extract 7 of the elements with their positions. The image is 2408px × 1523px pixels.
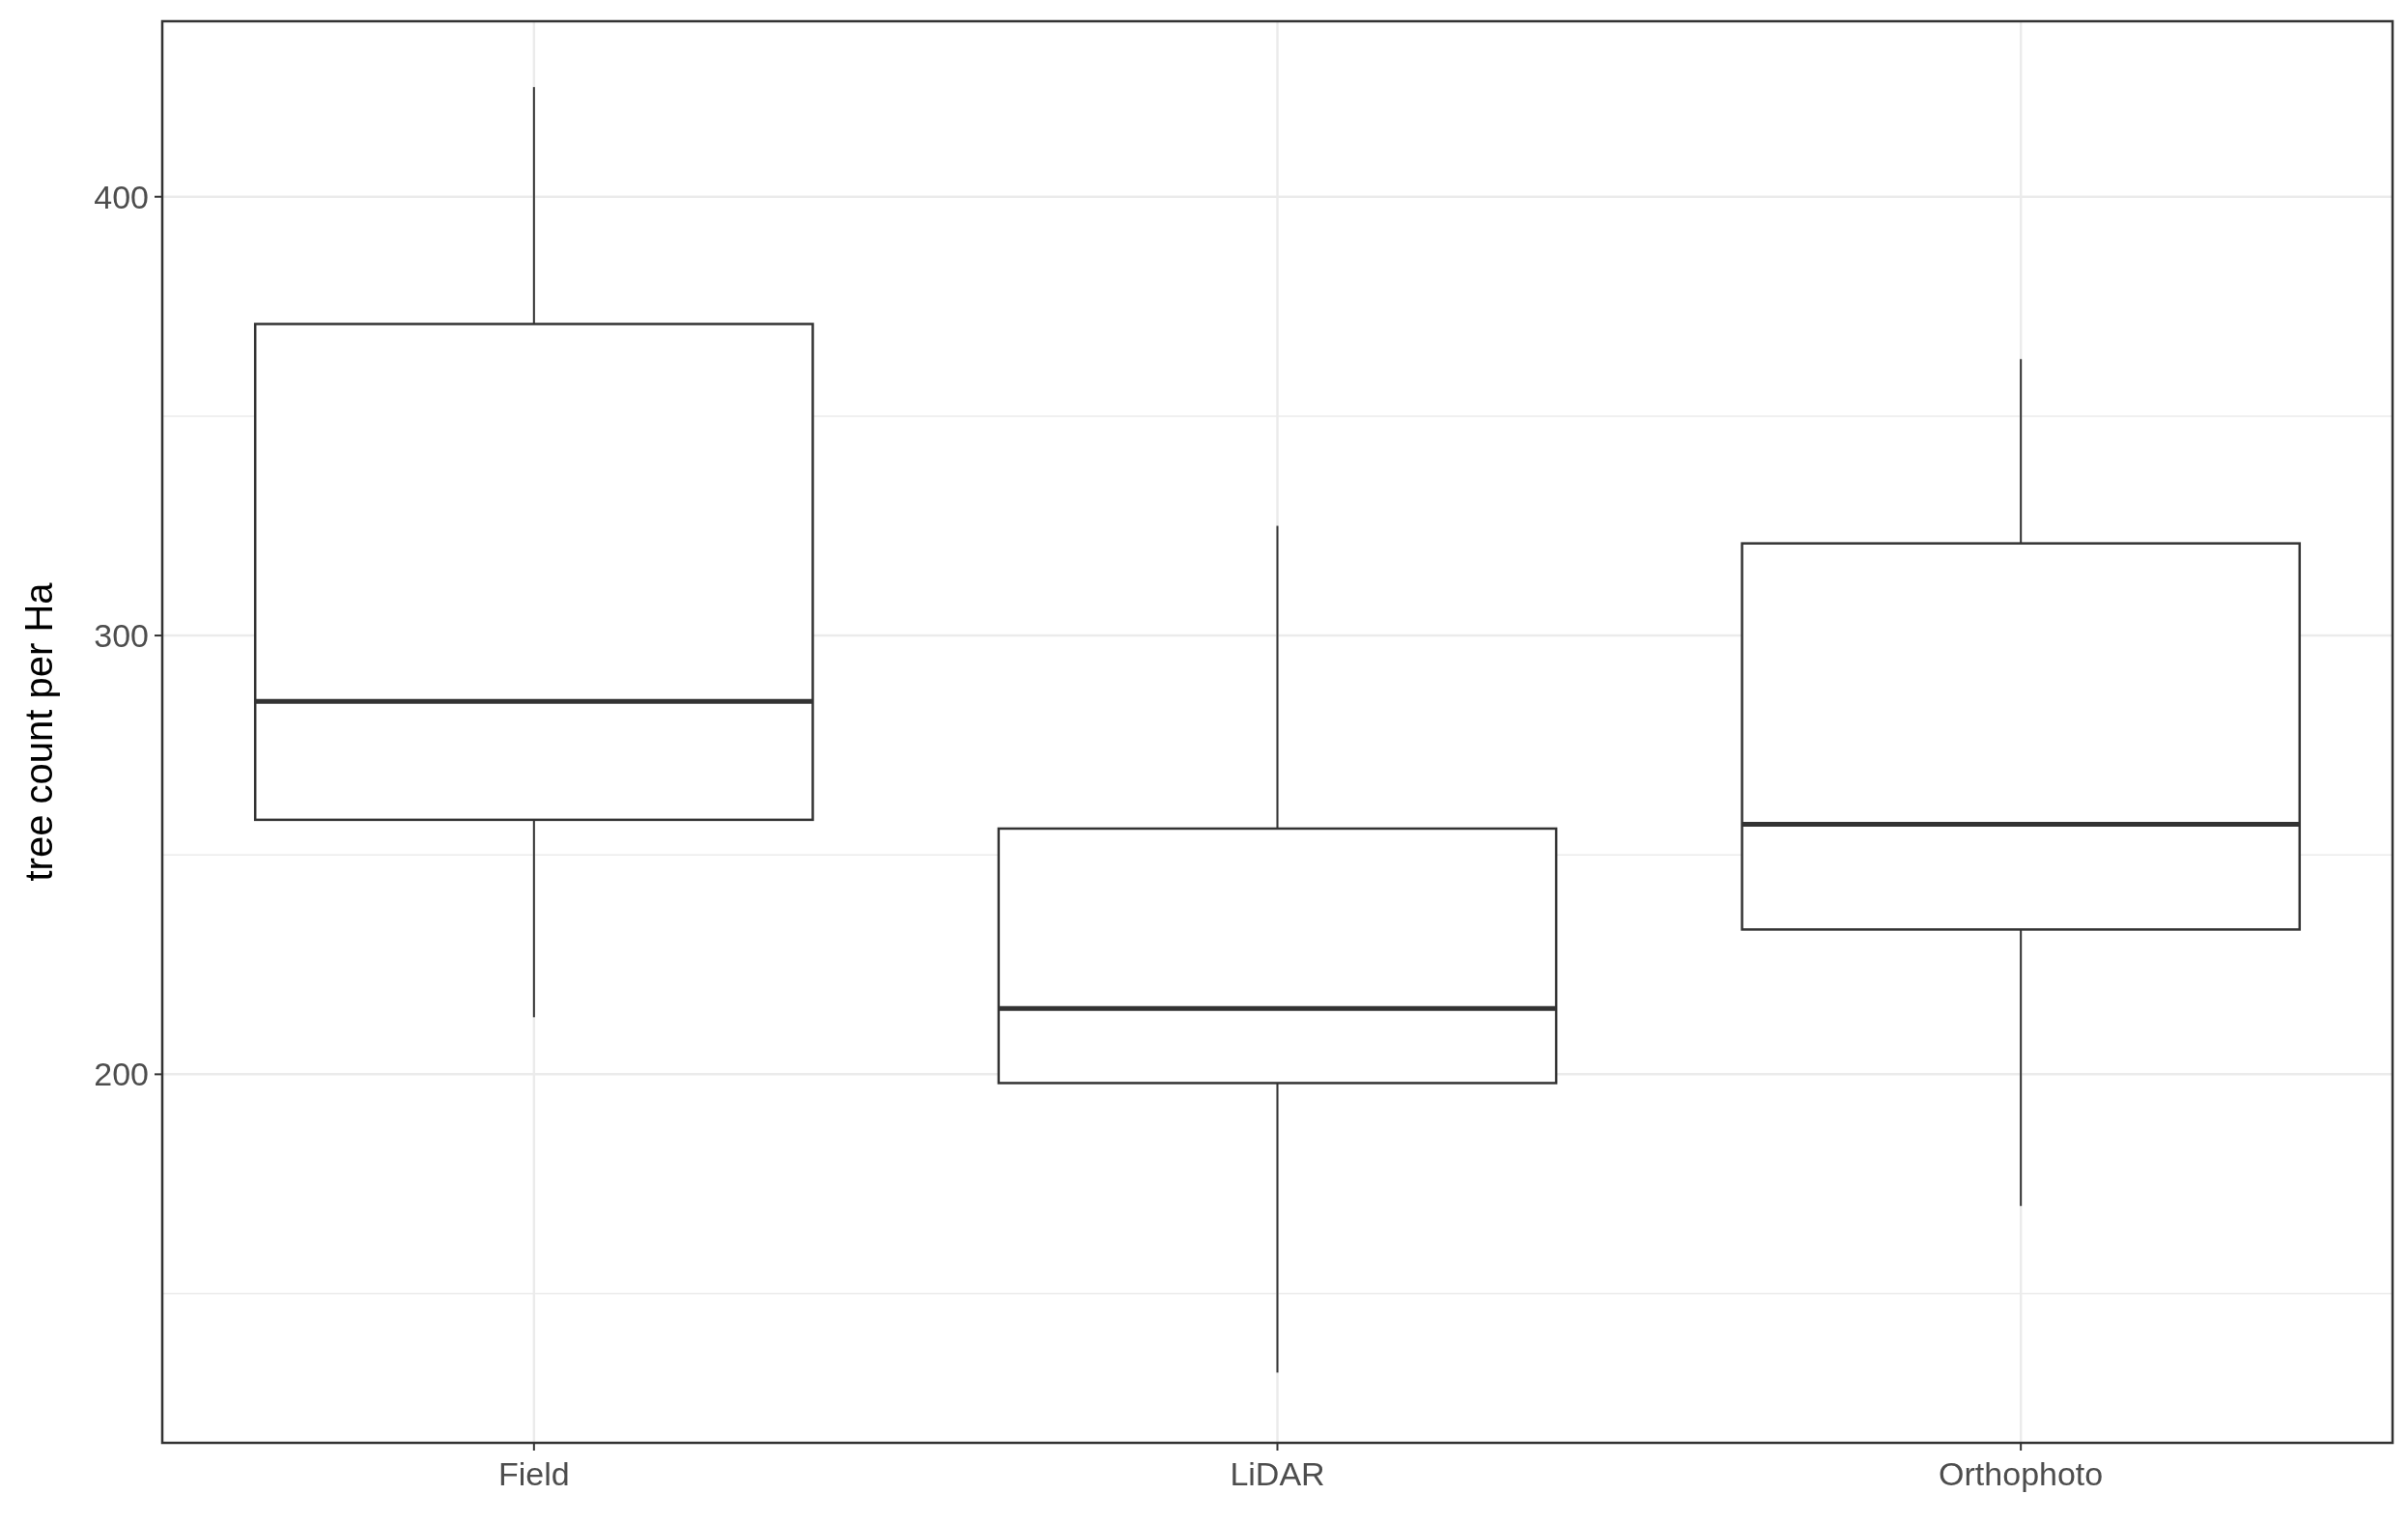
y-tick-label: 300 [94,616,149,654]
y-tick-label: 400 [94,178,149,215]
y-tick-label: 200 [94,1056,149,1093]
y-axis-title: tree count per Ha [17,581,60,882]
x-tick-label: Orthophoto [1939,1455,2104,1492]
x-tick-label: Field [497,1455,570,1492]
x-tick-label: LiDAR [1230,1455,1325,1492]
